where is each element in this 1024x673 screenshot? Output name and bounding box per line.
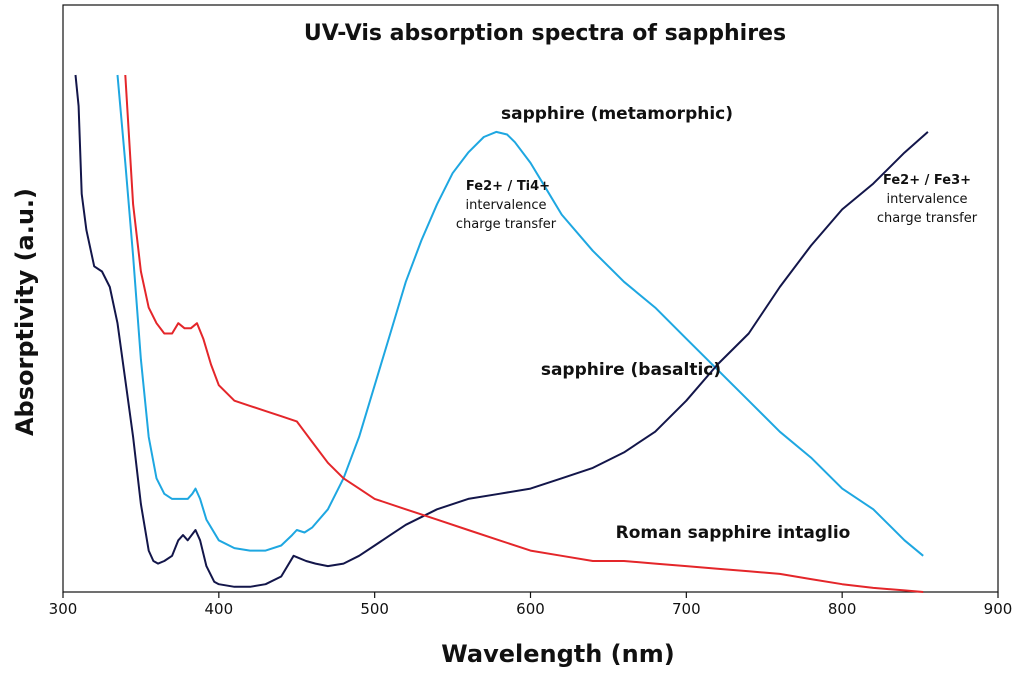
x-tick-label-0: 300	[49, 600, 78, 618]
series-line-1	[74, 74, 929, 588]
series-line-0	[116, 74, 924, 557]
x-tick-label-1: 400	[205, 600, 234, 618]
x-tick-label-6: 900	[984, 600, 1013, 618]
y-axis-title: Absorptivity (a.u.)	[11, 188, 39, 436]
label-metamorphic: sapphire (metamorphic)	[501, 104, 733, 124]
x-tick-label-4: 700	[672, 600, 701, 618]
annotation-fe-fe-line1: intervalence	[887, 192, 968, 207]
x-tick-label-2: 500	[360, 600, 389, 618]
x-axis-title: Wavelength (nm)	[441, 640, 674, 668]
x-axis-ticks: 300 400 500 600 700 800 900	[49, 592, 1013, 618]
chart-title: UV-Vis absorption spectra of sapphires	[304, 21, 786, 46]
annotation-fe-fe-line2: charge transfer	[877, 211, 978, 226]
annotation-fe-fe-header: Fe2+ / Fe3+	[883, 173, 971, 188]
annotation-fe-ti-line1: intervalence	[466, 198, 547, 213]
x-tick-label-5: 800	[828, 600, 857, 618]
x-tick-label-3: 600	[516, 600, 545, 618]
annotation-fe-ti: Fe2+ / Ti4+ intervalence charge transfer	[456, 179, 557, 232]
label-roman: Roman sapphire intaglio	[616, 523, 851, 543]
series-layer	[74, 74, 929, 593]
chart-frame	[62, 4, 999, 593]
series-line-2	[124, 74, 924, 593]
annotation-fe-ti-header: Fe2+ / Ti4+	[466, 179, 550, 194]
annotation-fe-fe: Fe2+ / Fe3+ intervalence charge transfer	[877, 173, 978, 226]
annotation-fe-ti-line2: charge transfer	[456, 217, 557, 232]
label-basaltic: sapphire (basaltic)	[541, 360, 721, 380]
